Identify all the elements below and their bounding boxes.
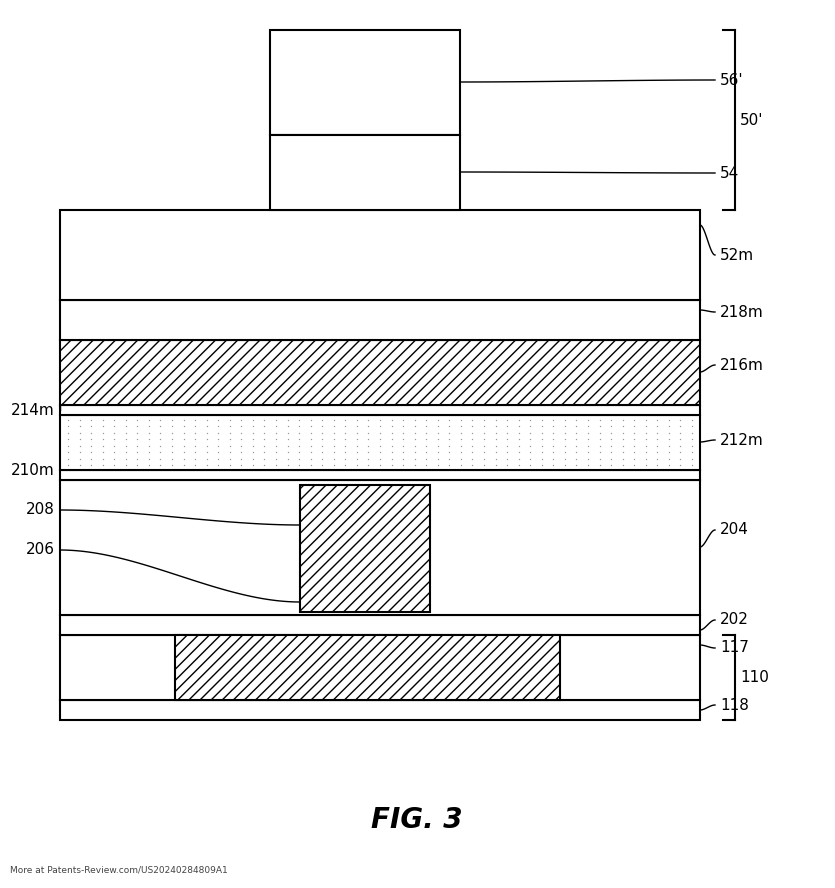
Bar [60, 415, 700, 470]
Bar [60, 405, 700, 415]
Bar [175, 635, 560, 700]
Text: 214m: 214m [11, 402, 55, 417]
Text: 204: 204 [720, 522, 749, 537]
Bar [60, 340, 700, 405]
Text: 54: 54 [720, 165, 739, 180]
Bar [60, 700, 700, 720]
Text: FIG. 3: FIG. 3 [372, 806, 463, 834]
Bar [60, 480, 700, 615]
Text: 117: 117 [720, 640, 749, 655]
Bar [300, 485, 430, 612]
Text: 202: 202 [720, 613, 749, 628]
Bar [60, 300, 700, 340]
Text: 50': 50' [740, 113, 763, 128]
Text: 110: 110 [740, 670, 769, 685]
Text: 52m: 52m [720, 248, 754, 263]
Text: 212m: 212m [720, 432, 764, 448]
Text: 56': 56' [720, 73, 744, 88]
Bar [60, 615, 700, 635]
Text: 206: 206 [26, 543, 55, 558]
Text: 210m: 210m [11, 463, 55, 478]
Text: More at Patents-Review.com/US20240284809A1: More at Patents-Review.com/US20240284809… [10, 866, 228, 875]
Bar [60, 470, 700, 480]
Text: 216m: 216m [720, 358, 764, 372]
Bar [270, 135, 460, 210]
Text: 218m: 218m [720, 305, 764, 320]
Text: 118: 118 [720, 697, 749, 712]
Bar [60, 635, 700, 700]
Text: 208: 208 [26, 503, 55, 518]
Bar [60, 210, 700, 300]
Bar [270, 30, 460, 135]
